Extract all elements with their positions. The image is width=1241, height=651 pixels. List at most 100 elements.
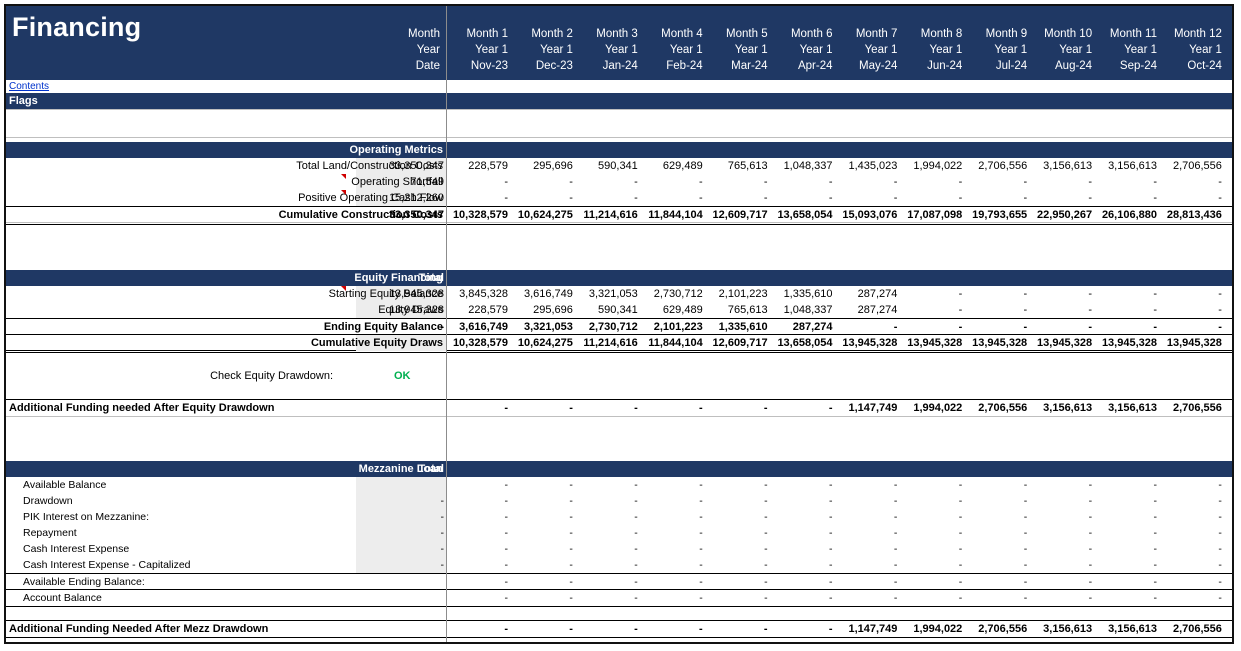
table-cell[interactable]: -	[1218, 321, 1222, 333]
table-cell[interactable]: -	[699, 623, 703, 635]
table-cell[interactable]: -	[764, 543, 768, 555]
table-cell[interactable]: 13,658,054	[777, 337, 833, 349]
comment-indicator-icon[interactable]	[341, 190, 346, 195]
table-cell[interactable]: 1,048,337	[783, 160, 833, 172]
table-cell[interactable]: -	[504, 543, 509, 555]
table-cell[interactable]: 3,156,613	[1043, 402, 1093, 414]
table-cell[interactable]: -	[893, 511, 898, 523]
table-cell[interactable]: -	[634, 576, 638, 588]
table-cell[interactable]: 10,328,579	[452, 337, 508, 349]
table-cell[interactable]: -	[1023, 176, 1028, 188]
table-cell[interactable]: -	[763, 623, 768, 635]
table-cell[interactable]: -	[764, 527, 768, 539]
table-cell[interactable]: -	[958, 495, 963, 507]
table-cell[interactable]: 295,696	[533, 160, 573, 172]
table-cell[interactable]: -	[699, 543, 703, 555]
table-cell[interactable]: -	[829, 543, 833, 555]
table-cell[interactable]: -	[699, 479, 703, 491]
table-cell[interactable]: 13,945,328	[972, 337, 1028, 349]
table-cell[interactable]: -	[1153, 304, 1157, 316]
table-cell[interactable]: -	[958, 592, 963, 604]
table-cell[interactable]: 3,321,053	[523, 321, 573, 333]
table-cell[interactable]: -	[634, 592, 638, 604]
table-cell[interactable]: 13,945,328	[1037, 337, 1093, 349]
table-cell[interactable]: -	[958, 176, 963, 188]
table-cell[interactable]: -	[958, 543, 963, 555]
table-cell[interactable]: -	[828, 192, 833, 204]
table-cell[interactable]: -	[958, 192, 963, 204]
table-cell[interactable]: -	[699, 511, 703, 523]
table-cell[interactable]: -	[1088, 527, 1093, 539]
table-cell[interactable]: -	[1218, 288, 1222, 300]
table-cell[interactable]: -	[1088, 192, 1093, 204]
table-cell[interactable]: 2,706,556	[978, 160, 1028, 172]
table-cell[interactable]: 10,624,275	[517, 209, 573, 221]
table-cell[interactable]: 3,156,613	[1108, 402, 1157, 414]
table-cell[interactable]: -	[893, 495, 898, 507]
table-cell[interactable]: 287,274	[857, 304, 898, 316]
table-cell[interactable]: -	[699, 576, 703, 588]
table-cell[interactable]: 228,579	[468, 304, 508, 316]
table-cell[interactable]: -	[1088, 288, 1093, 300]
table-cell[interactable]: -	[893, 543, 898, 555]
table-cell[interactable]: -	[569, 479, 573, 491]
table-cell[interactable]: -	[569, 511, 573, 523]
table-cell[interactable]: -	[699, 527, 703, 539]
table-cell[interactable]: 10,624,275	[517, 337, 573, 349]
table-cell[interactable]: -	[958, 511, 963, 523]
table-cell[interactable]: -	[1023, 576, 1028, 588]
table-cell[interactable]: -	[1088, 592, 1093, 604]
table-cell[interactable]: -	[829, 559, 833, 571]
table-cell[interactable]: -	[504, 479, 509, 491]
table-cell[interactable]: -	[1023, 511, 1028, 523]
row-total[interactable]: -	[440, 543, 445, 555]
table-cell[interactable]: -	[763, 402, 768, 414]
table-cell[interactable]: -	[699, 192, 703, 204]
table-cell[interactable]: -	[1153, 176, 1157, 188]
table-cell[interactable]: 3,616,749	[459, 321, 508, 333]
table-cell[interactable]: 2,730,712	[653, 288, 703, 300]
table-cell[interactable]: -	[1023, 288, 1028, 300]
table-cell[interactable]: -	[893, 592, 898, 604]
table-cell[interactable]: -	[958, 321, 963, 333]
table-cell[interactable]: -	[569, 402, 573, 414]
table-cell[interactable]: 17,087,098	[907, 209, 963, 221]
table-cell[interactable]: -	[893, 479, 898, 491]
table-cell[interactable]: 15,093,076	[842, 209, 898, 221]
table-cell[interactable]: -	[1153, 576, 1158, 588]
table-cell[interactable]: -	[1218, 479, 1222, 491]
table-cell[interactable]: 295,696	[533, 304, 573, 316]
table-cell[interactable]: 22,950,267	[1037, 209, 1093, 221]
table-cell[interactable]: -	[504, 176, 508, 188]
table-cell[interactable]: -	[569, 176, 573, 188]
table-cell[interactable]: -	[1088, 511, 1093, 523]
table-cell[interactable]: 3,845,328	[459, 288, 508, 300]
table-cell[interactable]: 1,994,022	[913, 623, 963, 635]
table-cell[interactable]: -	[1088, 559, 1093, 571]
table-cell[interactable]: -	[569, 559, 573, 571]
row-total[interactable]: -	[440, 511, 445, 523]
table-cell[interactable]: 2,730,712	[588, 321, 638, 333]
table-cell[interactable]: -	[1023, 527, 1028, 539]
table-cell[interactable]: -	[1153, 321, 1157, 333]
table-cell[interactable]: -	[699, 402, 703, 414]
table-cell[interactable]: -	[764, 592, 768, 604]
row-total[interactable]: 33,350,347	[388, 160, 444, 172]
table-cell[interactable]: -	[1218, 559, 1222, 571]
row-total[interactable]: 33,350,347	[388, 209, 444, 221]
table-cell[interactable]: -	[1088, 304, 1093, 316]
table-cell[interactable]: 287,274	[857, 288, 898, 300]
table-cell[interactable]: 2,706,556	[978, 623, 1028, 635]
row-total[interactable]: 71,549	[410, 176, 444, 188]
table-cell[interactable]: -	[1088, 495, 1093, 507]
table-cell[interactable]: -	[569, 192, 573, 204]
table-cell[interactable]: 1,435,023	[848, 160, 898, 172]
table-cell[interactable]: -	[504, 623, 508, 635]
table-cell[interactable]: 28,813,436	[1166, 209, 1222, 221]
table-cell[interactable]: -	[893, 176, 898, 188]
table-cell[interactable]: -	[1218, 192, 1222, 204]
table-cell[interactable]: -	[764, 479, 768, 491]
table-cell[interactable]: 3,156,613	[1108, 160, 1157, 172]
table-cell[interactable]: -	[1153, 192, 1157, 204]
table-cell[interactable]: -	[1088, 176, 1093, 188]
